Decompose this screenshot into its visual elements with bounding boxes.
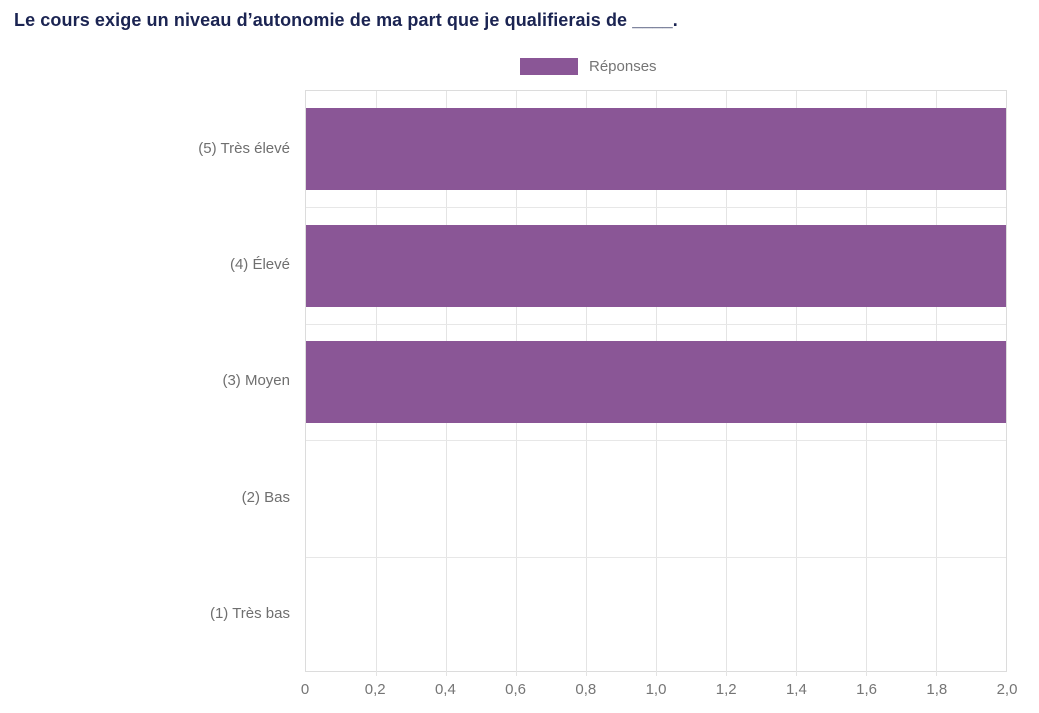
gridline-horizontal (306, 323, 1006, 325)
x-tick-label: 1,4 (785, 681, 807, 698)
category-label: (3) Moyen (222, 372, 290, 390)
x-tick-label: 0,4 (434, 681, 456, 698)
bar-2[interactable] (306, 224, 1006, 307)
legend-swatch (520, 58, 578, 75)
legend-item-reponses[interactable]: Réponses (520, 58, 657, 75)
gridline-horizontal (306, 440, 1006, 442)
plot-area (305, 90, 1007, 676)
bar-1[interactable] (306, 108, 1006, 191)
category-label: (2) Bas (241, 488, 290, 506)
x-tick-label: 0,2 (364, 681, 386, 698)
x-tick-label: 1,2 (715, 681, 737, 698)
x-tick-label: 1,8 (926, 681, 948, 698)
x-tick-label: 1,6 (856, 681, 878, 698)
legend-label: Réponses (589, 58, 657, 75)
category-label: (4) Élevé (229, 256, 290, 274)
x-tick-label: 0,8 (575, 681, 597, 698)
gridline-horizontal (306, 207, 1006, 209)
bar-3[interactable] (306, 341, 1006, 423)
x-tick-label: 1,0 (645, 681, 667, 698)
x-tick-label: 0 (300, 681, 310, 698)
category-label: (1) Très bas (209, 605, 290, 623)
x-tick-label: 0,6 (505, 681, 527, 698)
chart-title: Le cours exige un niveau d’autonomie de … (14, 10, 678, 30)
gridline-horizontal (306, 556, 1006, 558)
category-label: (5) Très élevé (198, 139, 290, 157)
x-tick-label: 2,0 (996, 681, 1018, 698)
